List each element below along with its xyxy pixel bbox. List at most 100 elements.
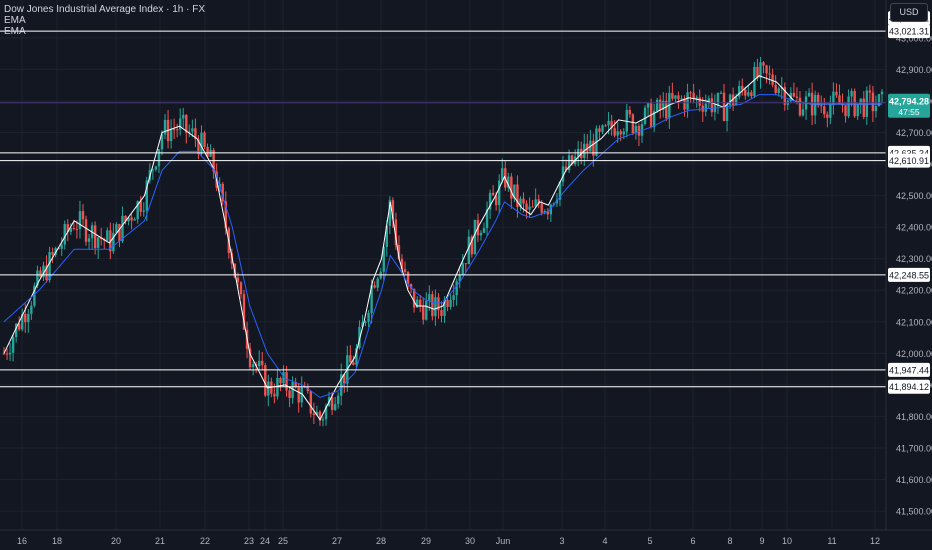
candle-body — [801, 109, 805, 116]
candle-body — [616, 131, 619, 136]
level-label: 42,635.34 — [889, 148, 929, 158]
ema-indicator-1[interactable]: EMA — [4, 15, 26, 26]
candle-body — [491, 192, 495, 196]
candle-body — [446, 299, 449, 307]
candle-body — [610, 120, 613, 129]
level-badge — [888, 24, 930, 39]
candle-body — [856, 103, 859, 117]
y-tick-label: 42,200.00 — [896, 286, 932, 296]
candle-body — [564, 166, 568, 171]
x-tick-label: Jun — [496, 536, 511, 546]
candle-body — [370, 285, 373, 313]
candle-body — [543, 211, 546, 213]
candle-body — [689, 92, 692, 94]
candle-body — [461, 263, 464, 275]
candle-body — [282, 372, 285, 384]
candle-body — [728, 94, 732, 106]
y-tick-label: 42,100.00 — [896, 317, 932, 327]
candle-body — [862, 98, 865, 117]
candle-body — [719, 92, 723, 94]
x-tick-label: 30 — [465, 536, 475, 546]
candle-body — [753, 66, 756, 97]
candle-body — [179, 118, 182, 130]
candle-body — [157, 149, 161, 167]
candle-body — [367, 312, 370, 322]
ema-lines — [3, 75, 882, 421]
x-tick-label: 4 — [602, 536, 607, 546]
price-axis: 41,500.00 41,600.00 41,700.00 41,800.00 41,9… — [0, 0, 932, 531]
candle-body — [139, 201, 142, 212]
level-label: 41,947.44 — [889, 365, 929, 375]
x-tick-label: 23 — [244, 536, 254, 546]
candle-body — [759, 62, 762, 78]
candle-body — [415, 299, 419, 308]
candle-body — [160, 134, 164, 150]
candle-body — [48, 252, 51, 281]
candle-body — [224, 201, 227, 229]
candle-body — [838, 95, 841, 104]
x-tick-label: 29 — [421, 536, 431, 546]
candle-body — [452, 295, 455, 300]
candle-body — [93, 225, 97, 248]
candle-body — [358, 326, 361, 348]
candle-body — [510, 176, 513, 199]
candle-body — [871, 92, 875, 112]
candle-body — [598, 128, 601, 132]
candle-body — [409, 284, 413, 289]
candle-body — [14, 323, 18, 338]
candle-body — [604, 125, 607, 127]
candle-body — [525, 203, 528, 210]
symbol-title[interactable]: Dow Jones Industrial Average Index · 1h … — [4, 4, 206, 15]
candle-body — [731, 94, 735, 105]
candle-body — [807, 92, 811, 97]
candle-body — [349, 355, 352, 363]
candle-body — [707, 98, 711, 104]
candle-body — [364, 321, 367, 323]
candle-body — [798, 97, 802, 116]
current-price-value: 42,794.28 — [889, 96, 929, 106]
candle-body — [844, 105, 847, 117]
candle-body — [662, 100, 665, 110]
y-tick-label: 41,700.00 — [896, 443, 932, 453]
currency-button[interactable]: USD — [890, 3, 928, 22]
y-tick-label: 42,700.00 — [896, 128, 932, 138]
candle-body — [21, 313, 24, 330]
candle-body — [744, 89, 747, 96]
candle-body — [534, 199, 537, 207]
candle-body — [485, 209, 489, 229]
candle-body — [422, 306, 425, 320]
candle-body — [625, 109, 629, 132]
y-tick-label: 42,500.00 — [896, 191, 932, 201]
candle-body — [813, 94, 817, 116]
candle-body — [251, 364, 255, 368]
candle-body — [24, 313, 27, 323]
y-tick-label: 42,000.00 — [896, 349, 932, 359]
candle-body — [242, 294, 246, 330]
candle-body — [300, 386, 303, 403]
candle-body — [261, 360, 264, 366]
candle-body — [248, 348, 252, 368]
candle-body — [817, 94, 820, 106]
candle-body — [87, 238, 91, 242]
candle-body — [540, 204, 543, 213]
candle-body — [285, 372, 288, 391]
ema-indicator-2[interactable]: EMA — [4, 26, 26, 37]
level-badge — [888, 362, 930, 377]
candle-body — [78, 211, 82, 230]
candle-body — [264, 365, 267, 396]
candle-body — [11, 337, 15, 353]
candle-body — [458, 274, 461, 282]
candle-body — [437, 297, 440, 311]
candle-body — [343, 374, 346, 384]
candle-body — [762, 62, 765, 66]
candle-body — [412, 288, 416, 308]
candle-body — [531, 206, 534, 208]
candle-body — [17, 323, 21, 330]
candle-body — [747, 92, 750, 96]
candle-body — [330, 397, 334, 411]
candle-body — [27, 313, 30, 323]
candle-body — [206, 146, 209, 157]
candle-body — [783, 87, 786, 105]
candle-body — [859, 98, 862, 104]
